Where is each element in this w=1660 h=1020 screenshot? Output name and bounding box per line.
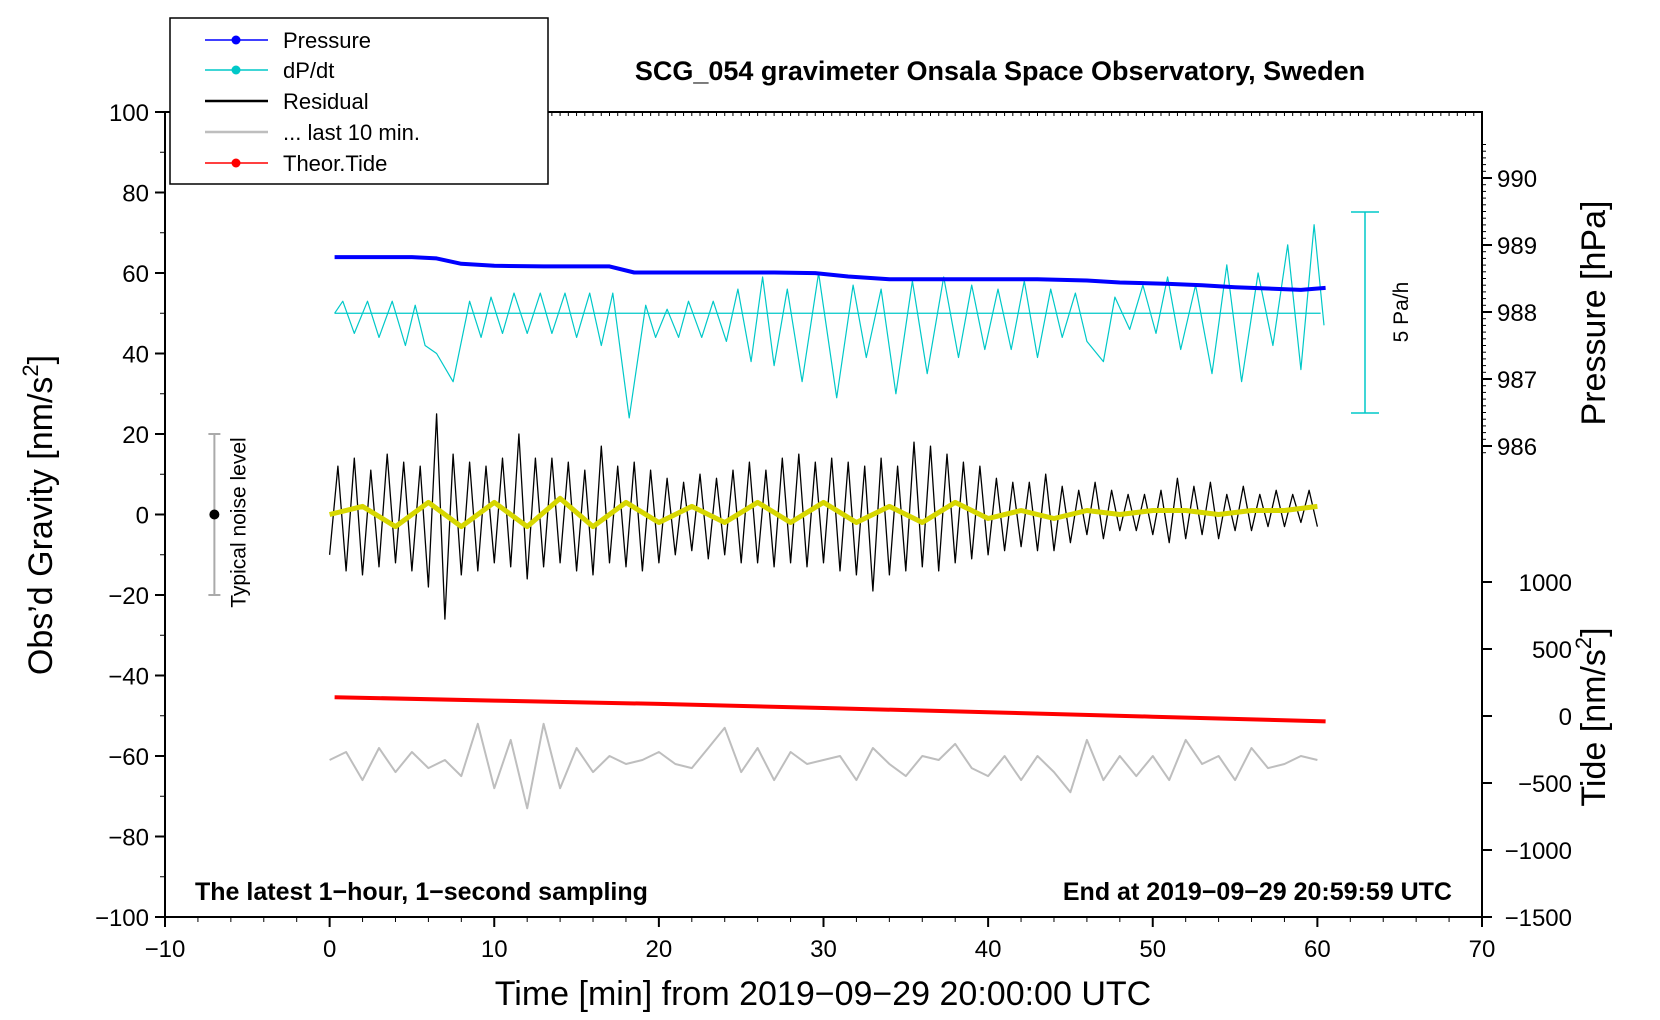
sampling-note: The latest 1−hour, 1−second sampling (195, 878, 648, 906)
y-axis-pressure: 990 989 988 987 986 (1482, 166, 1537, 461)
x-tick-label: 40 (975, 936, 1002, 963)
legend-tide-marker (231, 158, 241, 168)
y-axis-tide-label-main: Tide [nm/s (1575, 649, 1613, 806)
series-layer (328, 224, 1326, 810)
legend-item-tide: Theor.Tide (205, 151, 387, 176)
chart-title: SCG_054 gravimeter Onsala Space Observat… (635, 56, 1365, 86)
pressure-line (334, 255, 1326, 292)
legend-item-residual: Residual (205, 89, 369, 114)
y-tick-label: −100 (95, 905, 149, 932)
tide-tick-label: −500 (1518, 771, 1572, 798)
y-tick-label: −20 (108, 583, 149, 610)
y-axis-left-label-main: Obs’d Gravity [nm/s (22, 377, 60, 676)
x-tick-label: 70 (1469, 936, 1496, 963)
x-tick-label: 60 (1304, 936, 1331, 963)
y-tick-label: 100 (109, 100, 149, 127)
y-tick-label: −40 (108, 664, 149, 691)
residual-line (328, 413, 1319, 620)
legend-last10-label: ... last 10 min. (283, 120, 420, 145)
y-tick-label: 0 (136, 503, 149, 530)
tide-tick-label: 0 (1559, 704, 1572, 731)
noise-level-dot (209, 509, 220, 520)
legend-pressure-label: Pressure (283, 28, 371, 53)
legend-pressure-marker (231, 35, 241, 45)
legend-dpdt-label: dP/dt (283, 58, 334, 83)
legend-tide-label: Theor.Tide (283, 151, 387, 176)
pressure-tick-label: 988 (1497, 300, 1537, 327)
end-time-note: End at 2019−09−29 20:59:59 UTC (1063, 878, 1452, 906)
legend-dpdt-marker (231, 65, 241, 75)
y-axis-left-label-end: ] (22, 355, 60, 364)
pressure-tick-label: 989 (1497, 233, 1537, 260)
tide-tick-label: −1000 (1505, 838, 1572, 865)
x-tick-label: 50 (1139, 936, 1166, 963)
legend: Pressure dP/dt Residual ... last 10 min.… (169, 17, 549, 185)
legend-residual-label: Residual (283, 89, 369, 114)
pressure-tick-label: 990 (1497, 166, 1537, 193)
y-tick-label: 60 (122, 261, 149, 288)
pressure-tick-label: 986 (1497, 434, 1537, 461)
tide-tick-label: −1500 (1505, 905, 1572, 932)
y-axis-tide-label-end: ] (1575, 627, 1613, 636)
x-tick-label: −10 (145, 936, 186, 963)
legend-item-pressure: Pressure (205, 28, 371, 53)
y-axis-left-label: Obs’d Gravity [nm/s2] (18, 355, 60, 675)
residual-filtered-line (329, 495, 1318, 530)
y-tick-label: −80 (108, 825, 149, 852)
legend-item-dpdt: dP/dt (205, 58, 334, 83)
noise-level-annotation: Typical noise level (208, 433, 250, 608)
x-axis: −10 0 10 20 30 40 50 60 70 (145, 917, 1496, 963)
x-tick-label: 0 (323, 936, 336, 963)
y-tick-label: 80 (122, 181, 149, 208)
x-tick-label: 20 (646, 936, 673, 963)
y-axis-pressure-label: Pressure [hPa] (1575, 201, 1613, 426)
noise-level-label: Typical noise level (227, 437, 250, 607)
x-axis-label: Time [min] from 2019−09−29 20:00:00 UTC (495, 975, 1151, 1013)
x-tick-label: 10 (481, 936, 508, 963)
y-tick-label: 20 (122, 422, 149, 449)
tide-tick-label: 1000 (1519, 570, 1572, 597)
y-tick-label: 40 (122, 342, 149, 369)
y-tick-label: −60 (108, 744, 149, 771)
y-axis-tide: 1000 500 0 −500 −1000 −1500 (1482, 570, 1572, 932)
x-tick-label: 30 (810, 936, 837, 963)
y-axis-tide-label-sup: 2 (1571, 637, 1596, 649)
last10-line (329, 722, 1318, 810)
tide-tick-label: 500 (1532, 637, 1572, 664)
tide-line (334, 695, 1326, 724)
plot-frame (164, 111, 1483, 918)
dpdt-line (334, 224, 1325, 419)
y-axis-left-label-sup: 2 (18, 364, 43, 376)
y-axis-left: 100 80 60 40 20 0 −20 −40 −60 −80 −100 (95, 100, 165, 932)
pressure-tick-label: 987 (1497, 367, 1537, 394)
legend-item-last10: ... last 10 min. (205, 120, 420, 145)
dpdt-scale-annotation: 5 Pa/h (1351, 211, 1413, 414)
y-axis-tide-label: Tide [nm/s2] (1571, 627, 1613, 806)
dpdt-scale-label: 5 Pa/h (1390, 282, 1413, 343)
